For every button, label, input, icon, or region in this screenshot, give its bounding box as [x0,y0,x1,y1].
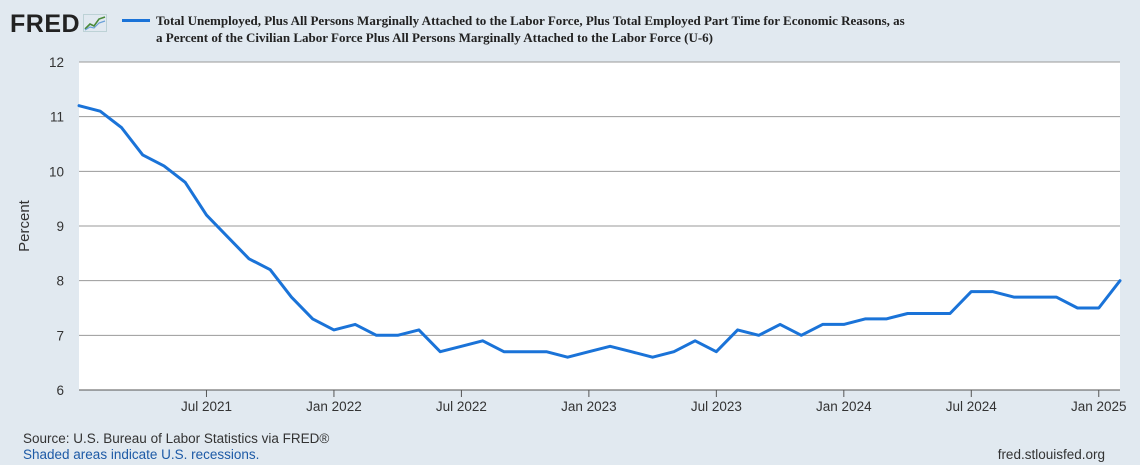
trend-line-icon [83,14,107,37]
y-tick-label: 7 [56,328,64,343]
x-tick-label: Jan 2023 [561,399,617,414]
y-tick-label: 9 [56,219,64,234]
x-tick-label: Jan 2025 [1071,399,1127,414]
y-tick-label: 12 [49,55,64,70]
site-url[interactable]: fred.stlouisfed.org [997,447,1105,462]
chart-header: FRED Total Unemployed, Plus All Persons … [10,8,1130,52]
x-tick-label: Jul 2024 [946,399,998,414]
x-tick-label: Jan 2024 [816,399,872,414]
y-tick-label: 8 [56,274,64,289]
x-tick-label: Jul 2023 [691,399,742,414]
chart-footer: Source: U.S. Bureau of Labor Statistics … [23,431,329,463]
y-tick-label: 11 [50,110,64,125]
recession-note: Shaded areas indicate U.S. recessions. [23,447,260,462]
line-chart: 6 7 8 9 10 11 12 Jul 2021 Jan 2022 Jul 2022 Jan 20… [16,55,1127,414]
x-tick-label: Jul 2021 [181,399,232,414]
legend-label: Total Unemployed, Plus All Persons Margi… [156,12,986,46]
series-title-line1: Total Unemployed, Plus All Persons Margi… [156,13,905,28]
series-title-line2: a Percent of the Civilian Labor Force Pl… [156,30,714,45]
y-tick-label: 6 [56,383,64,398]
source-text: Source: U.S. Bureau of Labor Statistics … [23,431,330,446]
fred-logo-text: FRED [10,10,81,38]
x-tick-label: Jan 2022 [306,399,362,414]
y-tick-label: 10 [49,164,64,179]
legend-swatch [122,19,150,22]
chart-legend: Total Unemployed, Plus All Persons Margi… [122,12,986,46]
fred-logo[interactable]: FRED [10,10,107,39]
x-tick-label: Jul 2022 [436,399,487,414]
y-axis-label: Percent [16,199,33,252]
series-line [77,104,1122,359]
